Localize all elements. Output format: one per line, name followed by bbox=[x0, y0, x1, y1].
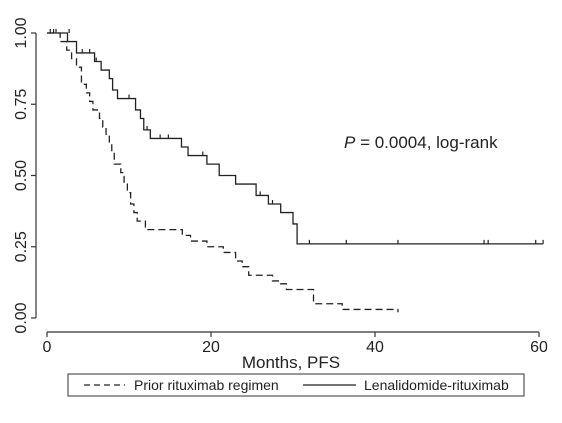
x-tick-label: 40 bbox=[366, 339, 384, 356]
y-tick-label: 0.75 bbox=[13, 89, 30, 120]
y-tick-label: 0.00 bbox=[13, 302, 30, 333]
p-value-annotation: P = 0.0004, log-rank bbox=[344, 133, 498, 152]
x-tick-label: 0 bbox=[43, 339, 52, 356]
y-tick-label: 1.00 bbox=[13, 17, 30, 48]
y-tick-label: 0.50 bbox=[13, 160, 30, 191]
legend-label-prior-rituximab: Prior rituximab regimen bbox=[134, 377, 279, 393]
legend: Prior rituximab regimen Lenalidomide-rit… bbox=[67, 373, 525, 397]
x-tick-label: 20 bbox=[202, 339, 220, 356]
p-value-text: = 0.0004, log-rank bbox=[355, 133, 498, 152]
x-tick-label: 60 bbox=[530, 339, 548, 356]
legend-box bbox=[67, 373, 525, 397]
axes: 0.00 0.25 0.50 0.75 1.00 0 20 40 60 bbox=[13, 17, 548, 356]
y-tick-label: 0.25 bbox=[13, 231, 30, 262]
survival-curves bbox=[47, 29, 544, 313]
legend-label-lenalidomide-rituximab: Lenalidomide-rituximab bbox=[364, 377, 509, 393]
x-axis-title: Months, PFS bbox=[242, 353, 340, 372]
survival-curve-prior-rituximab bbox=[47, 32, 399, 313]
p-value-symbol: P bbox=[344, 133, 356, 152]
survival-curve-lenalidomide-rituximab bbox=[47, 32, 544, 245]
